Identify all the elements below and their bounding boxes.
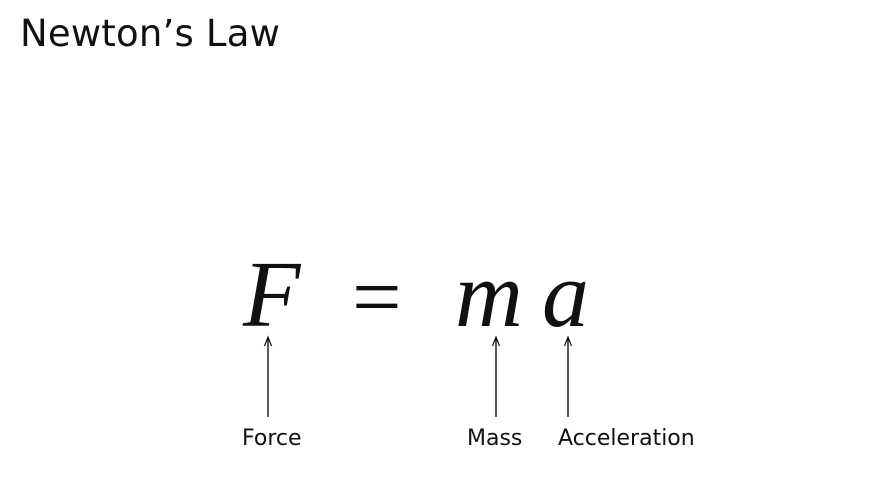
acceleration-label: Acceleration xyxy=(558,426,695,451)
acceleration-arrow xyxy=(563,335,573,417)
force-arrow xyxy=(263,335,273,417)
mass-label: Mass xyxy=(467,426,523,451)
slide-title: Newton’s Law xyxy=(20,12,281,55)
force-label: Force xyxy=(242,426,302,451)
mass-arrow xyxy=(491,335,501,417)
